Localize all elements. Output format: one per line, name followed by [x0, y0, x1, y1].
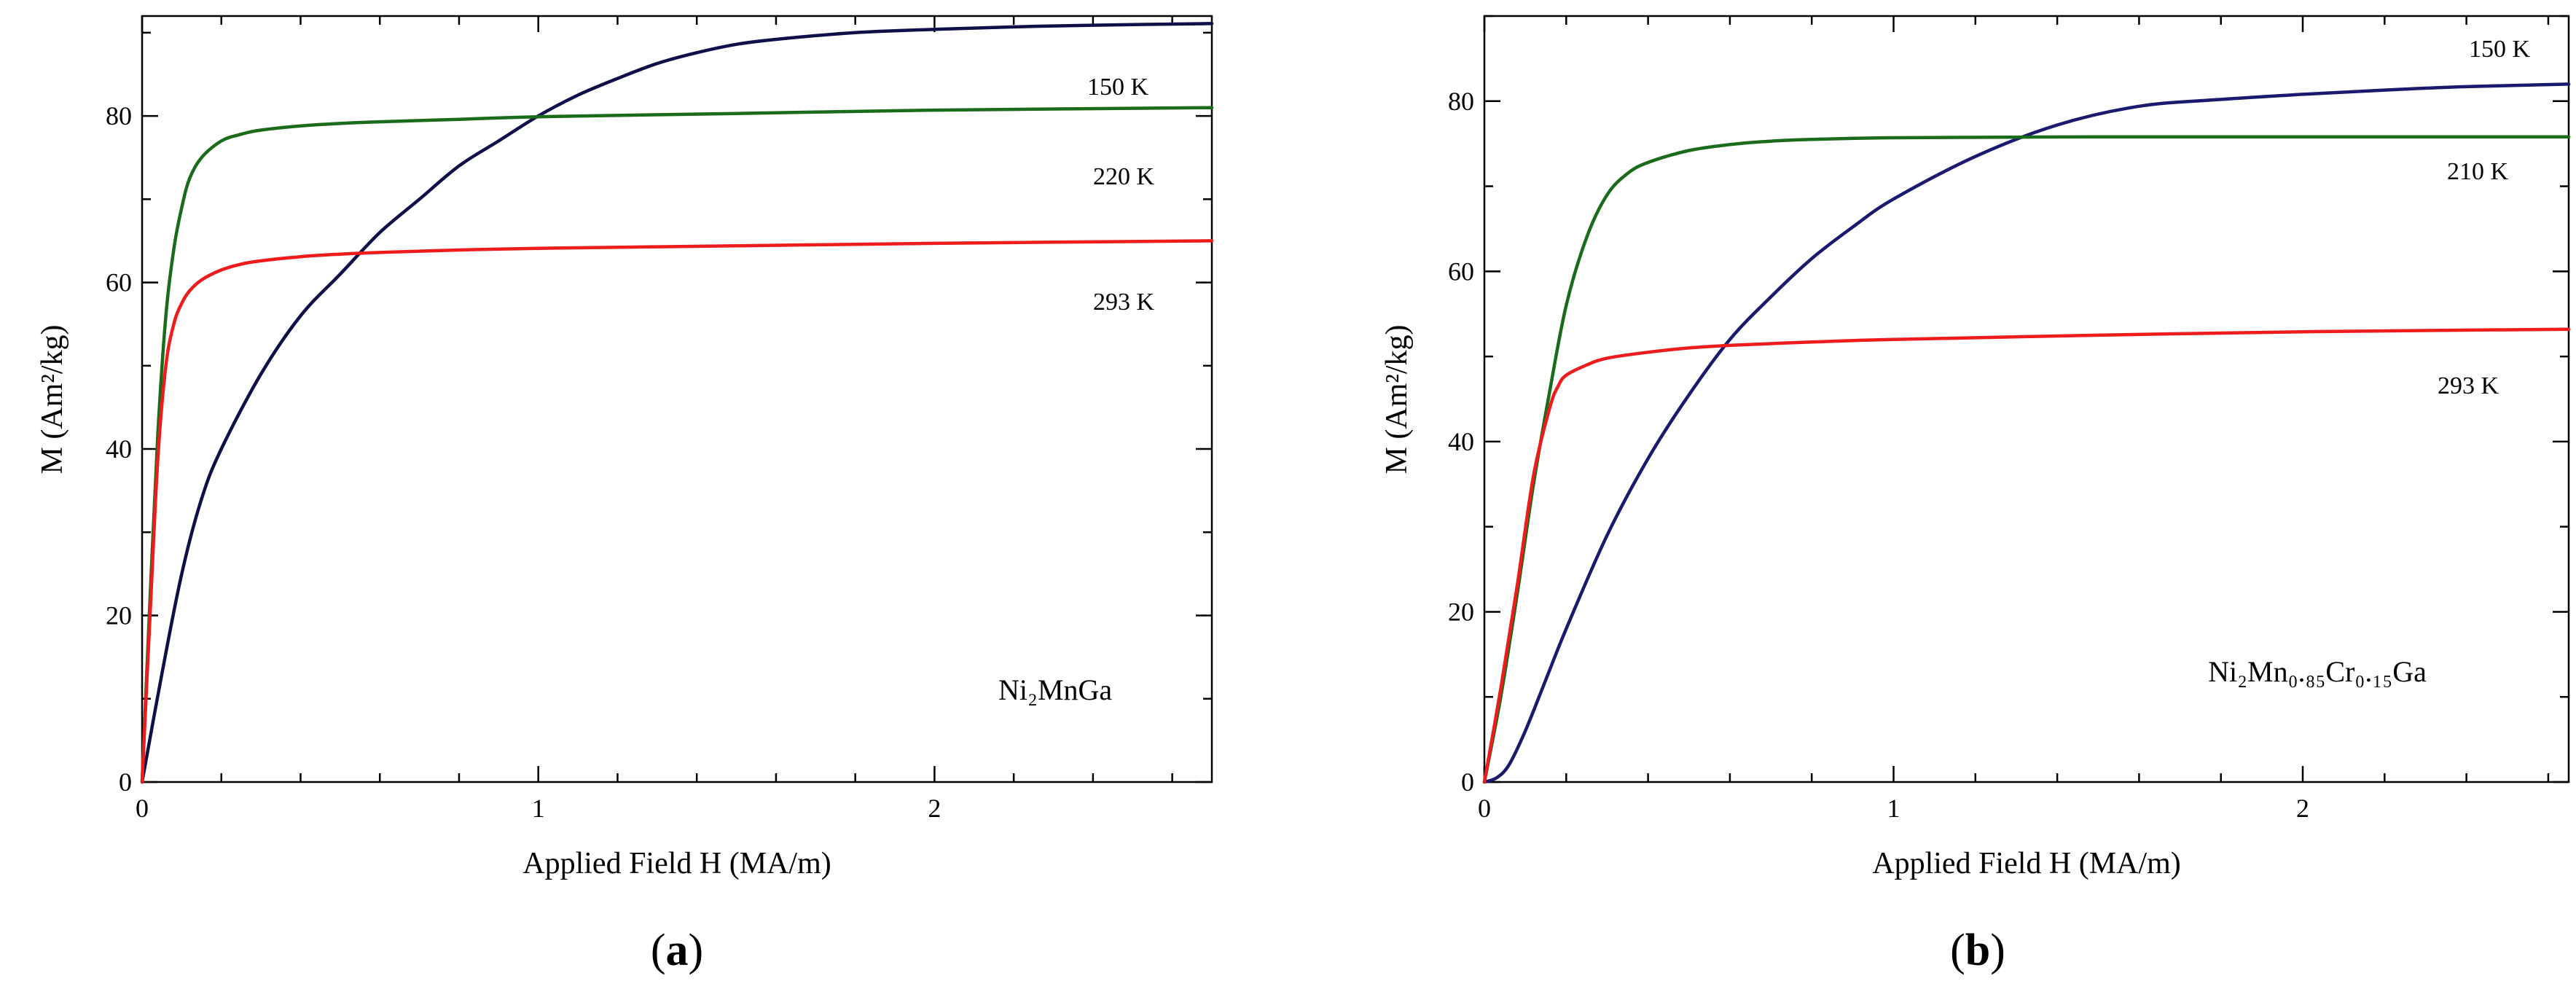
x-tick-label-b: 2	[2296, 794, 2309, 823]
panel-label-b: (b)	[1950, 926, 2005, 975]
series-line-293k-a	[140, 239, 1214, 784]
panel-label-a: (a)	[651, 926, 703, 975]
x-tick-label-a: 2	[928, 794, 941, 823]
y-tick-label-b: 60	[1448, 257, 1474, 286]
y-tick-label-a: 60	[106, 268, 132, 297]
series-label-150k-a: 150 K	[1087, 74, 1149, 101]
x-tick-label-a: 1	[532, 794, 545, 823]
x-axis-title-b: Applied Field H (MA/m)	[1872, 847, 2180, 880]
sample-label-b: Ni₂Mn₀.₈₅Cr₀.₁₅Ga	[2208, 655, 2427, 688]
series-label-220k-a: 220 K	[1093, 163, 1155, 190]
ticks-b	[1483, 15, 2569, 783]
series-line-220k-a	[140, 106, 1214, 784]
series-line-150k-a	[140, 22, 1214, 784]
series-line-150k-b	[1482, 82, 2571, 784]
y-tick-label-b: 0	[1461, 767, 1474, 797]
sample-label-a: Ni₂MnGa	[998, 673, 1112, 706]
series-line-293k-b	[1482, 327, 2571, 784]
series-label-150k-b: 150 K	[2469, 36, 2531, 63]
y-tick-label-a: 20	[106, 601, 132, 630]
plot-frame-a	[141, 15, 1213, 783]
curves-a	[140, 22, 1214, 784]
y-tick-label-b: 20	[1448, 597, 1474, 626]
series-label-210k-b: 210 K	[2447, 158, 2509, 185]
x-tick-label-b: 1	[1887, 794, 1900, 823]
y-tick-label-a: 40	[106, 434, 132, 464]
curves-b	[1482, 82, 2571, 784]
x-tick-label-b: 0	[1478, 794, 1491, 823]
y-tick-label-a: 80	[106, 101, 132, 130]
y-axis-title-b: M (Am²/kg)	[1380, 324, 1414, 474]
y-tick-label-b: 40	[1448, 427, 1474, 456]
x-tick-label-a: 0	[136, 794, 149, 823]
plot-frame-b	[1483, 15, 2570, 783]
y-axis-title-a: M (Am²/kg)	[36, 324, 69, 474]
y-tick-label-b: 80	[1448, 87, 1474, 116]
ticks-a	[141, 16, 1212, 783]
x-axis-title-a: Applied Field H (MA/m)	[522, 847, 831, 880]
series-label-293k-a: 293 K	[1093, 289, 1155, 316]
series-label-293k-b: 293 K	[2438, 372, 2499, 399]
y-tick-label-a: 0	[119, 767, 132, 797]
